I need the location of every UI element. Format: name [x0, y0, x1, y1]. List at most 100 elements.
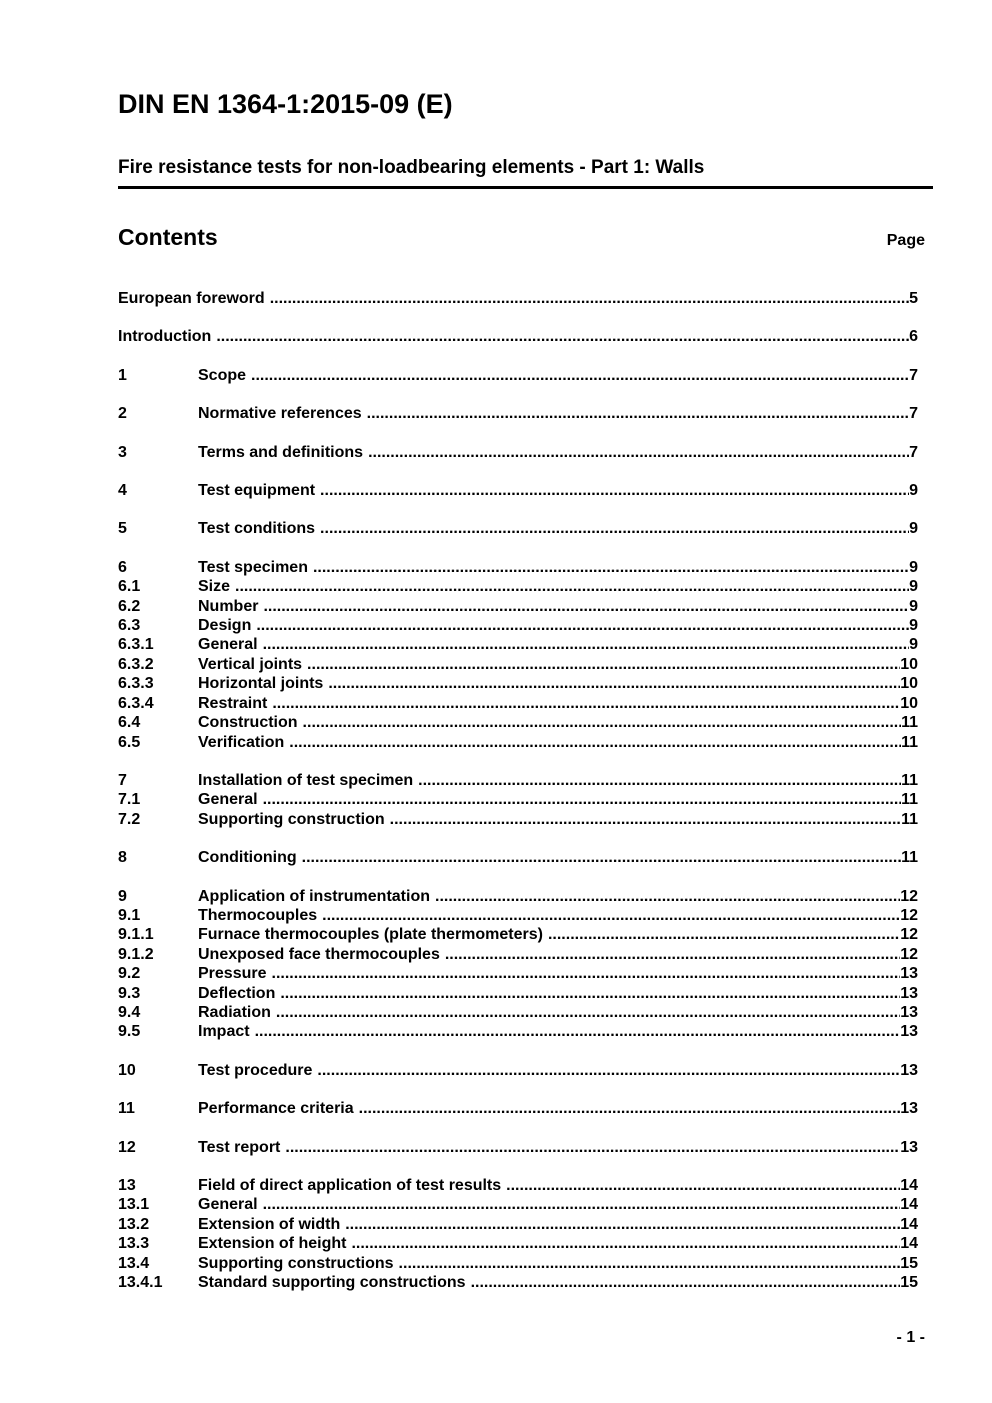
toc-row: 6.3.1 General 9 [118, 635, 918, 654]
toc-section-number: 4 [118, 482, 127, 500]
toc-section-number: 10 [118, 1061, 136, 1079]
toc-dotted-leader [258, 635, 910, 654]
toc-section-number: 6.3.3 [118, 675, 154, 693]
toc-entry-title: Application of instrumentation [198, 887, 430, 905]
toc-entry-title: Restraint [198, 694, 268, 712]
toc-entry-title: Construction [198, 714, 298, 732]
toc-row: 13.4 Supporting constructions 15 [118, 1254, 918, 1273]
toc-page-number: 9 [909, 617, 918, 635]
toc-row: 13 Field of direct application of test re… [118, 1176, 918, 1195]
toc-section-number: 2 [118, 405, 127, 423]
toc-dotted-leader [346, 1234, 900, 1253]
toc-entry-title: General [198, 1196, 258, 1214]
toc-entry-title: Installation of test specimen [198, 771, 414, 789]
toc-entry-title: Design [198, 617, 252, 635]
toc-page-number: 13 [900, 984, 918, 1002]
toc-page-number: 13 [900, 1061, 918, 1079]
toc-dotted-leader [267, 964, 901, 983]
toc-dotted-leader [317, 906, 900, 925]
toc-dotted-leader [250, 1022, 901, 1041]
toc-row: 13.3 Extension of height 14 [118, 1234, 918, 1253]
toc-dotted-leader [543, 925, 900, 944]
toc-dotted-leader [362, 404, 909, 423]
toc-dotted-leader [315, 519, 909, 538]
toc-entry-title: Verification [198, 733, 285, 751]
toc-entry-title: Normative references [198, 405, 362, 423]
toc-group: 12 Test report 13 [118, 1138, 918, 1157]
toc-group: 5 Test conditions 9 [118, 519, 918, 538]
toc-section-number: 6.1 [118, 578, 141, 596]
toc-entry-title: Vertical joints [198, 655, 303, 673]
toc-dotted-leader [385, 810, 901, 829]
toc-section-number: 9.5 [118, 1023, 141, 1041]
document-number-heading: DIN EN 1364-1:2015-09 (E) [118, 89, 453, 119]
toc-row: 1 Scope 7 [118, 366, 918, 385]
toc-section-number: 11 [118, 1100, 135, 1118]
toc-page-number: 13 [900, 965, 918, 983]
toc-group: 2 Normative references 7 [118, 404, 918, 423]
toc-section-number: 7.1 [118, 791, 141, 809]
toc-entry-title: Test report [198, 1138, 281, 1156]
toc-dotted-leader [280, 1138, 900, 1157]
toc-row: 6.3.4 Restraint 10 [118, 694, 918, 713]
toc-dotted-leader [258, 597, 909, 616]
toc-group: 4 Test equipment 9 [118, 481, 918, 500]
toc-page-number: 11 [901, 771, 918, 789]
toc-section-number: 3 [118, 443, 127, 461]
toc-entry-title: Furnace thermocouples (plate thermometer… [198, 926, 543, 944]
contents-header-row: Contents Page [118, 224, 925, 250]
toc-section-number: 6.3 [118, 617, 141, 635]
toc-dotted-leader [211, 327, 909, 346]
toc-dotted-leader [430, 887, 900, 906]
toc-entry-title: Test procedure [198, 1061, 313, 1079]
toc-entry-title: Test specimen [198, 558, 308, 576]
toc-dotted-leader [258, 1195, 901, 1214]
toc-row: Introduction 6 [118, 327, 918, 346]
toc-group: Introduction 6 [118, 327, 918, 346]
toc-page-number: 13 [900, 1100, 918, 1118]
toc-page-number: 11 [901, 733, 918, 751]
toc-page-number: 10 [900, 694, 918, 712]
toc-group: 7 Installation of test specimen 11 7.1 Gener… [118, 771, 918, 829]
toc-entry-title: Extension of height [198, 1235, 347, 1253]
toc-page-number: 10 [900, 675, 918, 693]
toc-entry-title: Impact [198, 1023, 250, 1041]
toc-group: 10 Test procedure 13 [118, 1061, 918, 1080]
toc-dotted-leader [275, 984, 900, 1003]
toc-entry-title: Unexposed face thermocouples [198, 945, 440, 963]
toc-dotted-leader [440, 945, 900, 964]
toc-dotted-leader [258, 790, 901, 809]
toc-row: 10 Test procedure 13 [118, 1061, 918, 1080]
toc-entry-title: Size [198, 578, 231, 596]
toc-page-number: 13 [900, 1138, 918, 1156]
toc-page-number: 12 [900, 906, 918, 924]
toc-dotted-leader [230, 577, 909, 596]
toc-section-number: 8 [118, 849, 127, 867]
toc-page-number: 5 [909, 290, 918, 307]
toc-dotted-leader [363, 443, 909, 462]
toc-page-number: 7 [909, 405, 918, 423]
toc-page-number: 11 [901, 810, 918, 828]
toc-row: 7.2 Supporting construction 11 [118, 810, 918, 829]
toc-dotted-leader [501, 1176, 900, 1195]
toc-page-number: 14 [900, 1196, 918, 1214]
toc-entry-title: Supporting constructions [198, 1254, 394, 1272]
toc-row: 11 Performance criteria 13 [118, 1099, 918, 1118]
toc-group: 8 Conditioning 11 [118, 848, 918, 867]
toc-dotted-leader [297, 848, 901, 867]
contents-heading: Contents [118, 224, 218, 250]
toc-page-number: 9 [909, 520, 918, 538]
toc-section-number: 9.1 [118, 906, 141, 924]
toc-dotted-leader [267, 694, 900, 713]
toc-group: 13 Field of direct application of test re… [118, 1176, 918, 1292]
toc-row: 2 Normative references 7 [118, 404, 918, 423]
toc-section-number: 9.3 [118, 984, 141, 1002]
toc-row: 5 Test conditions 9 [118, 519, 918, 538]
toc-row: 13.2 Extension of width 14 [118, 1215, 918, 1234]
toc-entry-title: Standard supporting constructions [198, 1274, 466, 1292]
toc-page-number: 12 [900, 887, 918, 905]
toc-page-number: 7 [909, 443, 918, 461]
toc-entry-title: Number [198, 597, 259, 615]
toc-row: 6 Test specimen 9 [118, 558, 918, 577]
toc-entry-title: Conditioning [198, 849, 297, 867]
